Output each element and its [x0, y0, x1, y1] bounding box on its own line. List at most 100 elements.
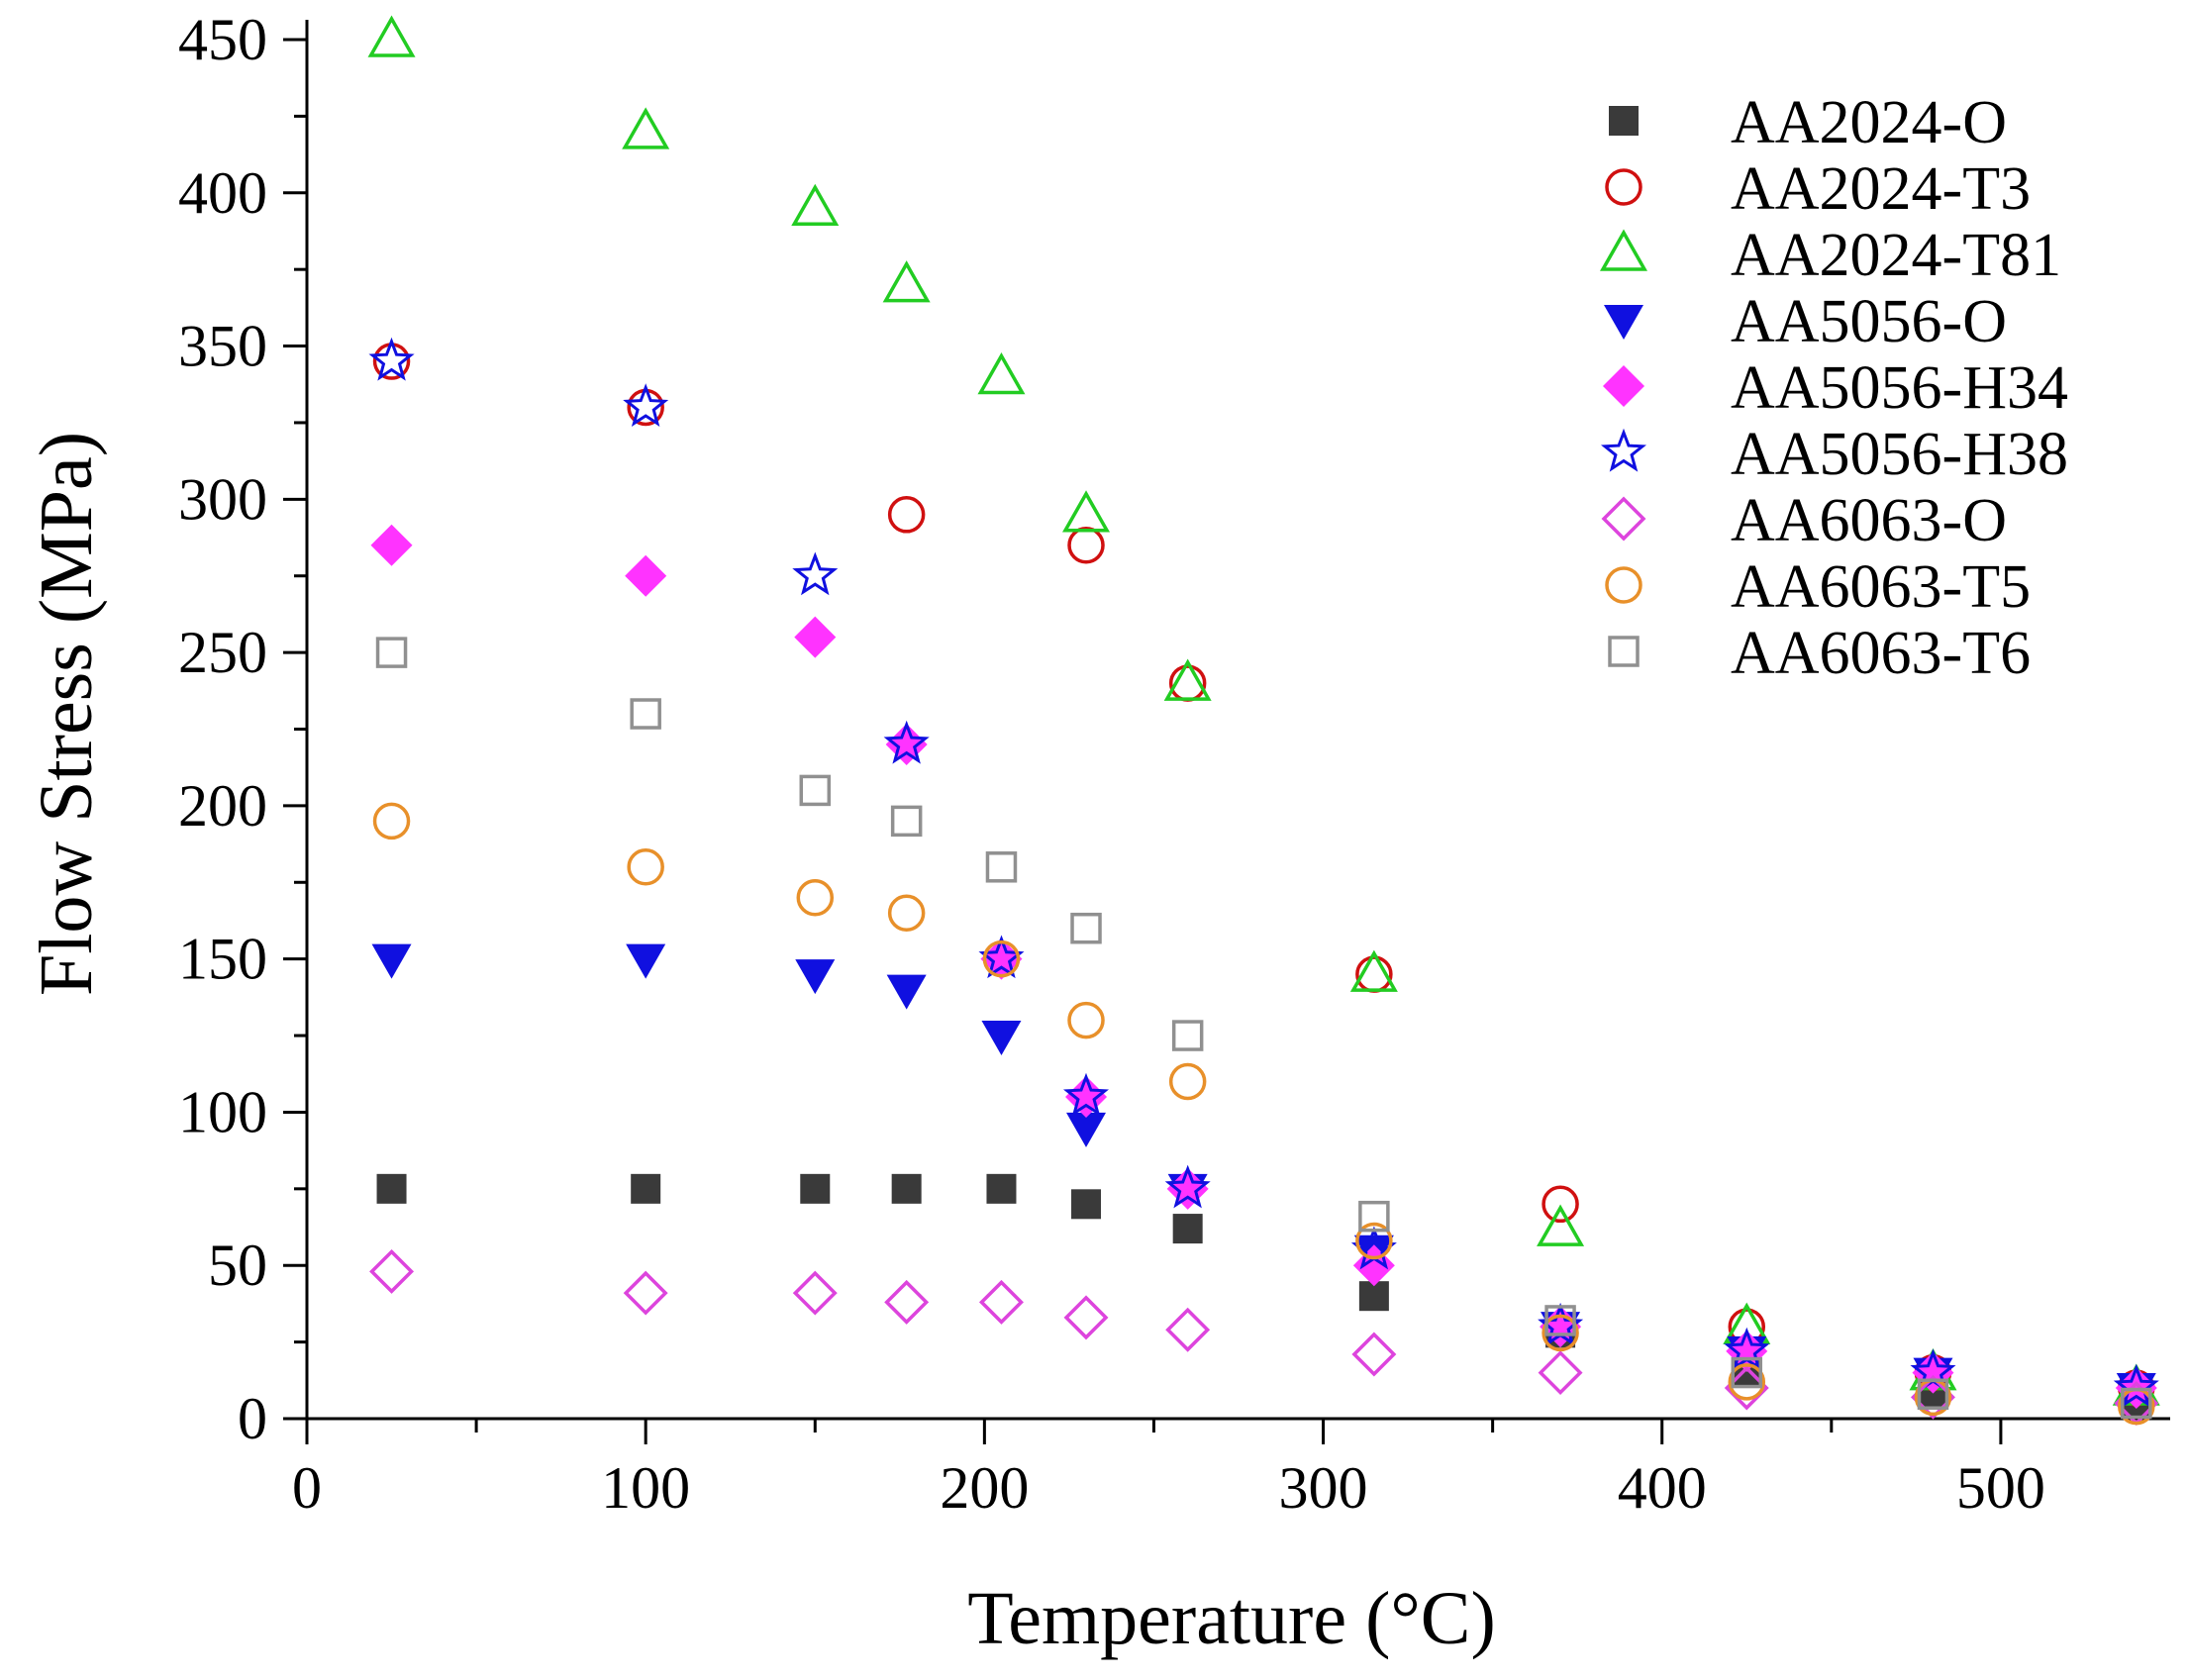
data-point [980, 938, 1023, 980]
data-point [1164, 1164, 1211, 1209]
legend-label: AA2024-T3 [1731, 155, 2031, 223]
data-point [375, 637, 408, 668]
legend-label: AA5056-H34 [1731, 354, 2068, 422]
data-point [1542, 1314, 1579, 1352]
data-point [795, 959, 836, 995]
series-aa2024-o [376, 1173, 2151, 1419]
y-tick-label: 300 [178, 466, 267, 532]
y-tick-label: 0 [238, 1386, 267, 1451]
data-point [1067, 527, 1105, 564]
legend-label: AA6063-T6 [1731, 620, 2031, 687]
data-point [887, 894, 926, 932]
data-point [2121, 1387, 2152, 1420]
data-point [1351, 1332, 1397, 1377]
data-point [1355, 1222, 1393, 1260]
x-tick-label: 500 [1956, 1455, 2045, 1521]
data-point [367, 15, 416, 57]
legend-label: AA2024-T81 [1731, 222, 2061, 289]
series-aa6063-t5 [372, 802, 2155, 1426]
data-point [887, 496, 926, 534]
data-point [792, 1270, 838, 1316]
data-point [1067, 1001, 1105, 1039]
data-point [1062, 490, 1111, 533]
data-point [800, 1173, 831, 1204]
x-tick-label: 400 [1618, 1455, 1707, 1521]
y-tick-label: 450 [178, 7, 267, 72]
data-point [1165, 1307, 1211, 1352]
data-point [882, 260, 931, 303]
x-tick-label: 200 [940, 1455, 1029, 1521]
data-point [1172, 1214, 1203, 1244]
data-point [627, 848, 664, 886]
data-point [1358, 1200, 1390, 1233]
y-tick-label: 100 [178, 1079, 267, 1144]
data-point [1168, 1062, 1207, 1101]
data-point [982, 939, 1021, 978]
data-point [623, 383, 669, 427]
y-tick-label: 200 [178, 773, 267, 839]
data-points [367, 15, 2160, 1426]
data-point [372, 802, 411, 840]
data-point [623, 1270, 668, 1316]
data-point [1731, 1356, 1763, 1389]
data-point [886, 974, 927, 1010]
data-point [794, 616, 837, 658]
legend-label: AA5056-O [1731, 288, 2007, 355]
data-point [630, 698, 661, 730]
data-point [1538, 1350, 1583, 1396]
data-point [792, 551, 839, 596]
legend-marker [1605, 566, 1642, 604]
data-point [1066, 1112, 1107, 1147]
legend-label: AA6063-O [1731, 487, 2007, 554]
y-tick-label: 50 [208, 1233, 267, 1298]
x-axis-title: Temperature (°C) [967, 1577, 1496, 1660]
legend-marker [1605, 168, 1642, 206]
data-point [371, 943, 412, 979]
data-point [891, 1173, 922, 1204]
legend-marker [1601, 496, 1646, 542]
y-axis-title: Flow Stress (MPa) [25, 432, 108, 996]
legend-marker [1609, 106, 1639, 136]
y-tick-label: 350 [178, 314, 267, 379]
legend-label: AA5056-H38 [1731, 421, 2068, 488]
legend-marker [1599, 229, 1648, 271]
legend-marker [1604, 305, 1643, 340]
data-point [1171, 1020, 1204, 1051]
data-point [986, 1173, 1017, 1204]
legend-marker [1603, 365, 1644, 407]
y-tick-label: 150 [178, 927, 267, 992]
series-aa6063-o [369, 1248, 2159, 1426]
data-point [1917, 1378, 1949, 1410]
data-point [368, 337, 415, 381]
data-point [1070, 912, 1102, 944]
data-point [883, 720, 930, 764]
data-point [369, 1248, 415, 1294]
legend-marker [1608, 636, 1640, 667]
data-point [631, 1173, 661, 1204]
legend: AA2024-OAA2024-T3AA2024-T81AA5056-OAA505… [1599, 89, 2068, 687]
data-point [1542, 1185, 1579, 1224]
x-tick-label: 0 [292, 1455, 322, 1521]
data-point [981, 1021, 1022, 1056]
x-tick-label: 100 [601, 1455, 690, 1521]
data-point [1349, 949, 1398, 992]
data-point [1062, 1072, 1110, 1117]
data-point [1163, 658, 1212, 701]
data-point [985, 851, 1018, 883]
data-point [796, 879, 835, 917]
data-point [1544, 1305, 1576, 1336]
y-tick-label: 400 [178, 160, 267, 226]
data-point [1065, 1075, 1108, 1118]
data-point [1071, 1189, 1102, 1220]
data-point [376, 1173, 407, 1204]
data-point [1728, 1363, 1766, 1401]
data-point [1063, 1295, 1109, 1340]
data-point [625, 554, 667, 597]
data-point [799, 774, 832, 807]
legend-label: AA6063-T5 [1731, 553, 2031, 621]
data-point [885, 723, 928, 765]
data-point [884, 1279, 930, 1325]
data-point [2113, 1363, 2159, 1408]
axes: 0 100 200 300 400 500 0 50 100 150 200 250 300 350 400… [178, 7, 2170, 1521]
